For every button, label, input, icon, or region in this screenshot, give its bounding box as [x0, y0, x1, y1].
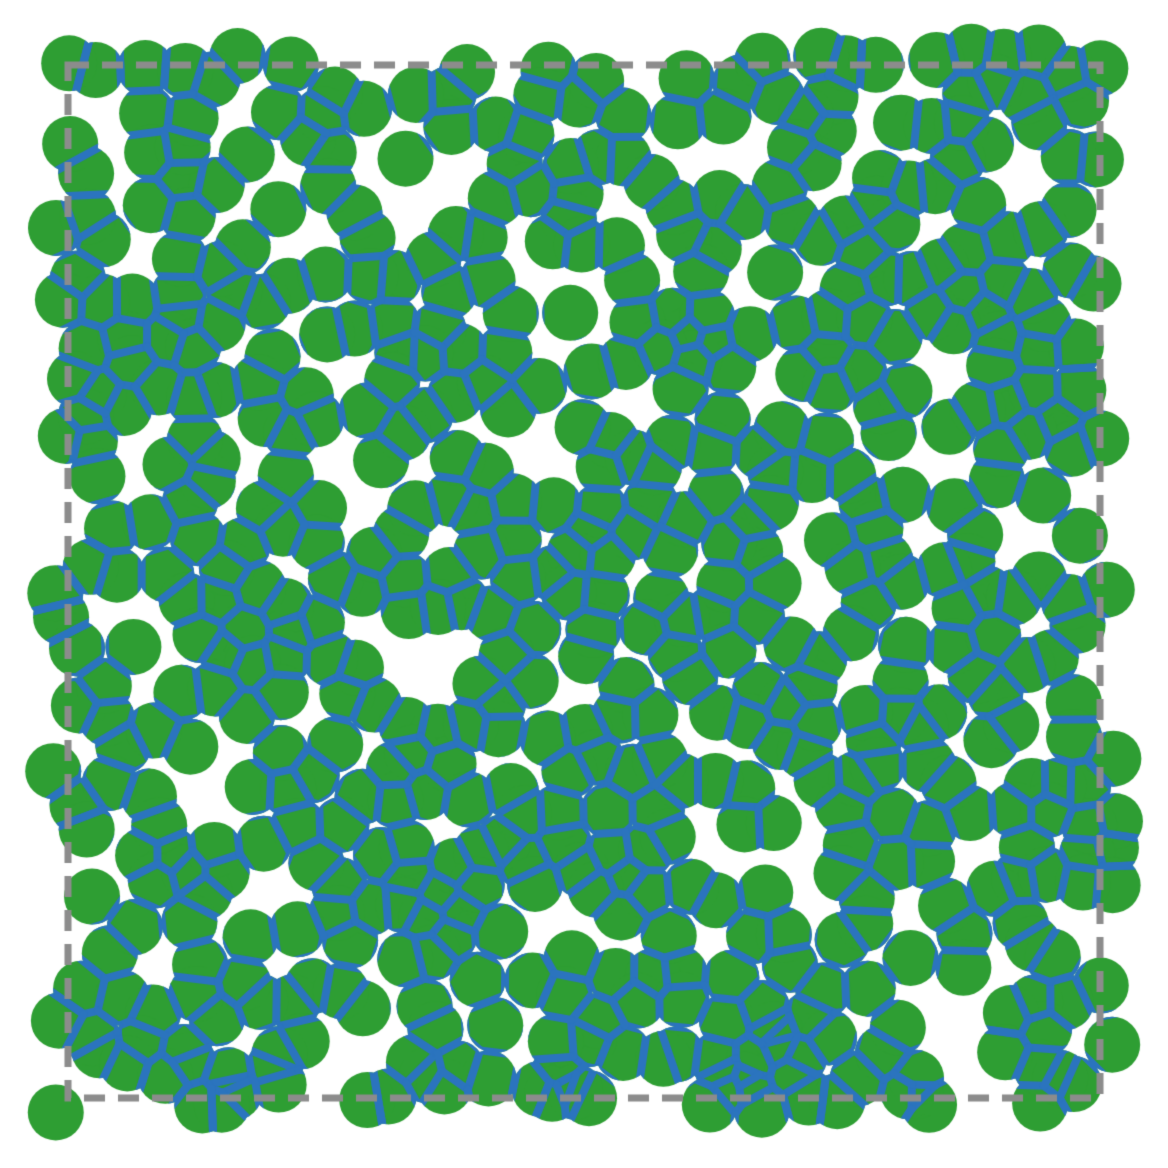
figure-root: [0, 0, 1168, 1168]
voronoi-disc-packing-plot: [0, 0, 1168, 1168]
